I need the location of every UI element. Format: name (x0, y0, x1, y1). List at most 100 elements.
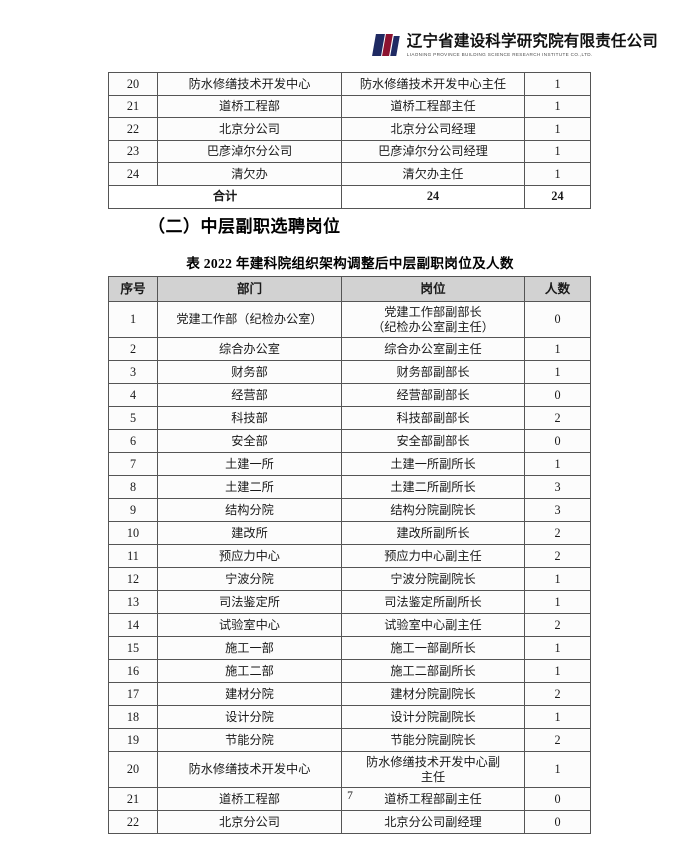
cell-position: 巴彦淖尔分公司经理 (341, 139, 525, 163)
cell-count: 0 (524, 383, 591, 407)
cell-total-label: 合计 (108, 184, 342, 209)
cell-position: 安全部副部长 (341, 429, 525, 453)
cell-count: 1 (524, 139, 591, 163)
cell-department: 建材分院 (157, 682, 342, 706)
cell-position: 党建工作部副部长 （纪检办公室副主任） (341, 301, 525, 338)
cell-index: 21 (108, 787, 158, 811)
cell-position: 设计分院副院长 (341, 705, 525, 729)
cell-total-positions: 24 (341, 184, 525, 209)
cell-count: 2 (524, 406, 591, 430)
table-row: 20 防水修缮技术开发中心 防水修缮技术开发中心主任 1 (108, 72, 591, 96)
cell-index: 20 (108, 72, 158, 96)
cell-index: 3 (108, 360, 158, 384)
cell-position: 北京分公司经理 (341, 117, 525, 141)
cell-count: 0 (524, 301, 591, 338)
cell-index: 15 (108, 636, 158, 660)
table-header-row: 序号 部门 岗位 人数 (108, 276, 591, 302)
table-one-body: 20 防水修缮技术开发中心 防水修缮技术开发中心主任 1 21 道桥工程部 道桥工程部主任 1… (108, 72, 591, 209)
table-row: 16 施工二部 施工二部副所长 1 (108, 659, 591, 683)
logo-text: 辽宁省建设科学研究院有限责任公司 LIAONING PROVINCE BUILD… (407, 34, 658, 57)
section-heading: （二）中层副职选聘岗位 (148, 217, 341, 236)
cell-index: 20 (108, 751, 158, 788)
cell-index: 16 (108, 659, 158, 683)
cell-position-line1: 防水修缮技术开发中心副 (365, 754, 501, 769)
cell-position: 结构分院副院长 (341, 498, 525, 522)
cell-department: 司法鉴定所 (157, 590, 342, 614)
cell-count: 1 (524, 751, 591, 788)
logo-mark-icon (371, 34, 400, 56)
cell-count: 1 (524, 337, 591, 361)
cell-position: 建改所副所长 (341, 521, 525, 545)
cell-department: 土建二所 (157, 475, 342, 499)
cell-index: 23 (108, 139, 158, 163)
cell-index: 7 (108, 452, 158, 476)
table-two-container: 序号 部门 岗位 人数 1 党建工作部（纪检办公室） 党建工作部副部长 （纪检办公室副主任） 0… (108, 276, 591, 834)
table-row: 13 司法鉴定所 司法鉴定所副所长 1 (108, 590, 591, 614)
cell-position-line2: （纪检办公室副主任） (372, 319, 494, 334)
cell-count: 2 (524, 544, 591, 568)
cell-department: 党建工作部（纪检办公室） (157, 301, 342, 338)
table-two-caption: 表 2022 年建科院组织架构调整后中层副职岗位及人数 (186, 256, 514, 271)
cell-index: 4 (108, 383, 158, 407)
table-row: 24 清欠办 清欠办主任 1 (108, 162, 591, 186)
cell-index: 10 (108, 521, 158, 545)
table-row: 22 北京分公司 北京分公司经理 1 (108, 117, 591, 141)
column-header-position: 岗位 (341, 276, 525, 302)
cell-count: 1 (524, 94, 591, 118)
cell-position: 施工一部副所长 (341, 636, 525, 660)
table-total-row: 合计 24 24 (108, 184, 591, 209)
table-row: 20 防水修缮技术开发中心 防水修缮技术开发中心副 主任 1 (108, 751, 591, 788)
cell-index: 13 (108, 590, 158, 614)
cell-position: 科技部副部长 (341, 406, 525, 430)
cell-department: 财务部 (157, 360, 342, 384)
cell-department: 预应力中心 (157, 544, 342, 568)
cell-position: 财务部副部长 (341, 360, 525, 384)
cell-count: 0 (524, 787, 591, 811)
table-row: 12 宁波分院 宁波分院副院长 1 (108, 567, 591, 591)
cell-department: 设计分院 (157, 705, 342, 729)
table-row: 4 经营部 经营部副部长 0 (108, 383, 591, 407)
cell-position: 综合办公室副主任 (341, 337, 525, 361)
logo-company-name-cn: 辽宁省建设科学研究院有限责任公司 (406, 33, 658, 50)
cell-position: 试验室中心副主任 (341, 613, 525, 637)
table-two-body: 序号 部门 岗位 人数 1 党建工作部（纪检办公室） 党建工作部副部长 （纪检办公室副主任） 0… (108, 276, 591, 834)
cell-position: 防水修缮技术开发中心副 主任 (341, 751, 525, 788)
cell-position: 道桥工程部副主任 (341, 787, 525, 811)
cell-position: 北京分公司副经理 (341, 810, 525, 834)
table-row: 11 预应力中心 预应力中心副主任 2 (108, 544, 591, 568)
cell-department: 北京分公司 (157, 810, 342, 834)
table-row: 23 巴彦淖尔分公司 巴彦淖尔分公司经理 1 (108, 139, 591, 163)
cell-count: 1 (524, 659, 591, 683)
cell-position: 司法鉴定所副所长 (341, 590, 525, 614)
page-header: 辽宁省建设科学研究院有限责任公司 LIAONING PROVINCE BUILD… (0, 0, 700, 68)
cell-department: 经营部 (157, 383, 342, 407)
deputy-positions-table: 序号 部门 岗位 人数 1 党建工作部（纪检办公室） 党建工作部副部长 （纪检办公室副主任） 0… (108, 276, 591, 834)
table-row: 22 北京分公司 北京分公司副经理 0 (108, 810, 591, 834)
cell-position: 土建二所副所长 (341, 475, 525, 499)
cell-count: 3 (524, 498, 591, 522)
cell-count: 1 (524, 705, 591, 729)
cell-position: 防水修缮技术开发中心主任 (341, 72, 525, 96)
table-row: 6 安全部 安全部副部长 0 (108, 429, 591, 453)
cell-department: 综合办公室 (157, 337, 342, 361)
cell-index: 1 (108, 301, 158, 338)
cell-index: 21 (108, 94, 158, 118)
cell-count: 0 (524, 429, 591, 453)
cell-position-line2: 主任 (420, 769, 446, 784)
cell-department: 建改所 (157, 521, 342, 545)
cell-position: 节能分院副院长 (341, 728, 525, 752)
cell-index: 12 (108, 567, 158, 591)
cell-index: 18 (108, 705, 158, 729)
cell-count: 3 (524, 475, 591, 499)
cell-department: 节能分院 (157, 728, 342, 752)
company-logo: 辽宁省建设科学研究院有限责任公司 LIAONING PROVINCE BUILD… (371, 34, 658, 57)
cell-position: 经营部副部长 (341, 383, 525, 407)
cell-department: 北京分公司 (157, 117, 342, 141)
table-row: 2 综合办公室 综合办公室副主任 1 (108, 337, 591, 361)
cell-count: 1 (524, 360, 591, 384)
cell-count: 2 (524, 682, 591, 706)
cell-department: 道桥工程部 (157, 94, 342, 118)
senior-positions-table: 20 防水修缮技术开发中心 防水修缮技术开发中心主任 1 21 道桥工程部 道桥工程部主任 1… (108, 72, 591, 209)
cell-position: 预应力中心副主任 (341, 544, 525, 568)
cell-index: 2 (108, 337, 158, 361)
